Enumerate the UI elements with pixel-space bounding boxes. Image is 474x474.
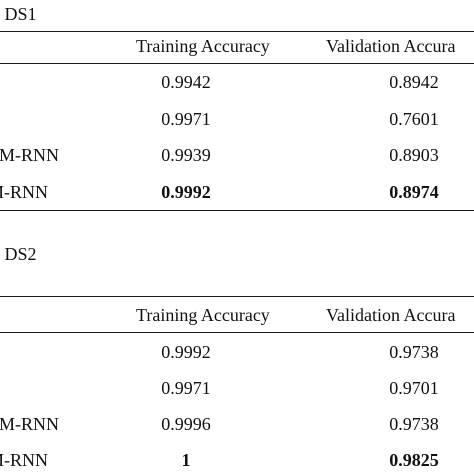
validation-accuracy: 0.8974	[389, 182, 439, 202]
column-header-validation: Validation Accura	[326, 305, 456, 325]
table-bottom-rule	[0, 210, 474, 211]
validation-accuracy: 0.9825	[389, 450, 439, 470]
column-header-validation: Validation Accura	[326, 36, 456, 56]
training-accuracy: 0.9939	[161, 145, 211, 165]
table-header-rule	[0, 63, 474, 64]
training-accuracy: 0.9996	[161, 414, 211, 434]
validation-accuracy: 0.9738	[389, 342, 439, 362]
column-header-training: Training Accuracy	[136, 305, 270, 325]
validation-accuracy: 0.8942	[389, 72, 439, 92]
table-caption: set DS2	[0, 244, 37, 264]
table-header-rule	[0, 332, 474, 333]
training-accuracy: 0.9992	[161, 342, 211, 362]
model-name: TM-RNN	[0, 145, 59, 165]
validation-accuracy: 0.7601	[389, 109, 439, 129]
validation-accuracy: 0.9701	[389, 378, 439, 398]
table-top-rule	[0, 296, 474, 297]
training-accuracy: 0.9992	[161, 182, 211, 202]
training-accuracy: 0.9971	[161, 109, 211, 129]
training-accuracy: 0.9971	[161, 378, 211, 398]
validation-accuracy: 0.8903	[389, 145, 439, 165]
column-header-training: Training Accuracy	[136, 36, 270, 56]
training-accuracy: 1	[181, 450, 191, 470]
model-name: M-RNN	[0, 182, 49, 202]
model-name: TM-RNN	[0, 414, 59, 434]
table-caption: set DS1	[0, 4, 37, 24]
model-name: M-RNN	[0, 450, 49, 470]
training-accuracy: 0.9942	[161, 72, 211, 92]
table-top-rule	[0, 31, 474, 32]
validation-accuracy: 0.9738	[389, 414, 439, 434]
